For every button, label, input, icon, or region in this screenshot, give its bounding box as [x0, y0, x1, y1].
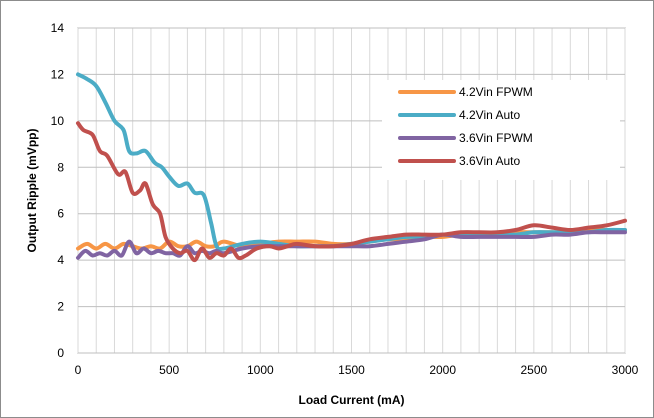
legend-label: 4.2Vin Auto: [459, 108, 520, 122]
x-tick-label: 1500: [338, 363, 365, 377]
y-tick-label: 14: [51, 21, 65, 35]
y-tick-label: 10: [51, 114, 65, 128]
y-tick-label: 0: [57, 346, 64, 360]
x-tick-label: 1000: [247, 363, 274, 377]
y-tick-label: 4: [57, 253, 64, 267]
x-tick-label: 0: [75, 363, 82, 377]
x-axis-title: Load Current (mA): [299, 393, 405, 407]
x-tick-label: 500: [159, 363, 179, 377]
legend-box: [382, 80, 620, 180]
series-line-4: [76, 121, 627, 263]
y-axis-title: Output Ripple (mVpp): [25, 129, 39, 253]
series-line-3: [76, 230, 627, 260]
x-tick-label: 2000: [429, 363, 456, 377]
y-tick-label: 6: [57, 207, 64, 221]
legend-label: 4.2Vin FPWM: [459, 85, 533, 99]
x-tick-label: 3000: [612, 363, 639, 377]
legend-label: 3.6Vin Auto: [459, 154, 520, 168]
x-tick-label: 2500: [520, 363, 547, 377]
y-tick-label: 12: [51, 67, 65, 81]
y-tick-label: 8: [57, 160, 64, 174]
y-tick-label: 2: [57, 300, 64, 314]
series-line-2: [76, 72, 627, 252]
legend-label: 3.6Vin FPWM: [459, 131, 533, 145]
